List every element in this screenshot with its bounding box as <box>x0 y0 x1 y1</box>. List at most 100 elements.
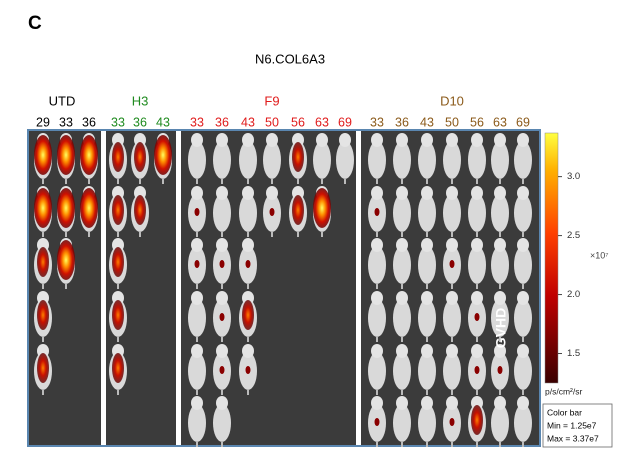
signal <box>292 195 304 225</box>
mouse-head <box>494 344 506 358</box>
tick-label: 3.0 <box>567 171 580 182</box>
mouse-head <box>191 344 203 358</box>
separator <box>176 131 181 445</box>
mouse-head <box>242 344 254 358</box>
mouse-body <box>368 141 386 179</box>
mouse-tail <box>376 231 378 237</box>
signal <box>292 142 304 172</box>
mouse-tail <box>376 283 378 289</box>
legend-max: Max = 3.37e7 <box>547 433 599 443</box>
mouse-head <box>517 344 529 358</box>
mouse-tail <box>321 178 323 184</box>
mouse-tail <box>426 441 428 447</box>
mouse-body <box>188 141 206 179</box>
mice <box>34 133 532 447</box>
mouse-tail <box>42 283 44 289</box>
day-label: 33 <box>59 115 73 129</box>
signal <box>245 366 251 374</box>
signal <box>80 188 98 228</box>
mouse-head <box>446 291 458 305</box>
signal <box>37 300 49 330</box>
mouse-tail <box>221 283 223 289</box>
mouse-head <box>517 186 529 200</box>
mouse-tail <box>426 283 428 289</box>
signal <box>57 135 75 175</box>
mouse-body <box>514 299 532 337</box>
day-label: 43 <box>156 115 170 129</box>
day-label: 36 <box>133 115 147 129</box>
mouse-head <box>37 238 49 252</box>
mouse-body <box>443 299 461 337</box>
mouse-head <box>371 396 383 410</box>
mouse-head <box>242 238 254 252</box>
mouse-tail <box>476 336 478 342</box>
mouse-head <box>446 238 458 252</box>
signal <box>37 353 49 383</box>
mouse-head <box>396 344 408 358</box>
mouse-head <box>242 133 254 147</box>
mouse-body <box>418 246 436 284</box>
mouse-body <box>188 404 206 442</box>
signal <box>313 188 331 228</box>
mouse-tail <box>271 178 273 184</box>
mouse-body <box>514 246 532 284</box>
mouse-tail <box>221 441 223 447</box>
group-label: UTD <box>49 93 76 108</box>
mouse-tail <box>376 441 378 447</box>
mouse-head <box>242 186 254 200</box>
mouse-head <box>517 238 529 252</box>
mouse-body <box>368 299 386 337</box>
mouse-tail <box>247 336 249 342</box>
mouse-tail <box>117 231 119 237</box>
mouse-body <box>418 194 436 232</box>
mouse-tail <box>247 283 249 289</box>
mouse-tail <box>65 231 67 237</box>
signal <box>219 366 225 374</box>
mouse-body <box>514 352 532 390</box>
panel-label: C <box>28 13 42 34</box>
signal <box>269 208 275 216</box>
mouse-head <box>216 238 228 252</box>
mouse-tail <box>196 283 198 289</box>
legend-box <box>542 403 613 448</box>
mouse-head <box>191 133 203 147</box>
mouse-tail <box>162 178 164 184</box>
mouse-tail <box>476 389 478 395</box>
signal <box>112 247 124 277</box>
mouse-body <box>491 141 509 179</box>
mouse-head <box>396 291 408 305</box>
mouse-head <box>112 186 124 200</box>
mouse-body <box>393 352 411 390</box>
mouse-body <box>213 141 231 179</box>
signal <box>112 300 124 330</box>
mouse-tail <box>196 178 198 184</box>
day-label: 29 <box>36 115 50 129</box>
mouse-body <box>418 299 436 337</box>
mouse-head <box>396 396 408 410</box>
mouse-body <box>263 141 281 179</box>
mouse-head <box>292 133 304 147</box>
signal <box>449 418 455 426</box>
mouse-body <box>313 141 331 179</box>
mouse-tail <box>42 336 44 342</box>
mouse-body <box>443 141 461 179</box>
mouse-tail <box>221 389 223 395</box>
side-label: GVHD <box>493 308 509 348</box>
mouse-tail <box>196 231 198 237</box>
signal <box>471 405 483 435</box>
signal <box>34 135 52 175</box>
mouse-tail <box>451 283 453 289</box>
mouse-head <box>471 133 483 147</box>
day-label: 50 <box>265 115 279 129</box>
mouse-head <box>396 238 408 252</box>
mouse-tail <box>139 178 141 184</box>
mouse-body <box>393 299 411 337</box>
mouse-head <box>371 133 383 147</box>
mouse-tail <box>499 441 501 447</box>
mouse-body <box>468 141 486 179</box>
mouse-body <box>443 352 461 390</box>
group-label: F9 <box>264 93 279 108</box>
mouse-body <box>368 246 386 284</box>
mouse-body <box>418 352 436 390</box>
mouse-head <box>191 396 203 410</box>
